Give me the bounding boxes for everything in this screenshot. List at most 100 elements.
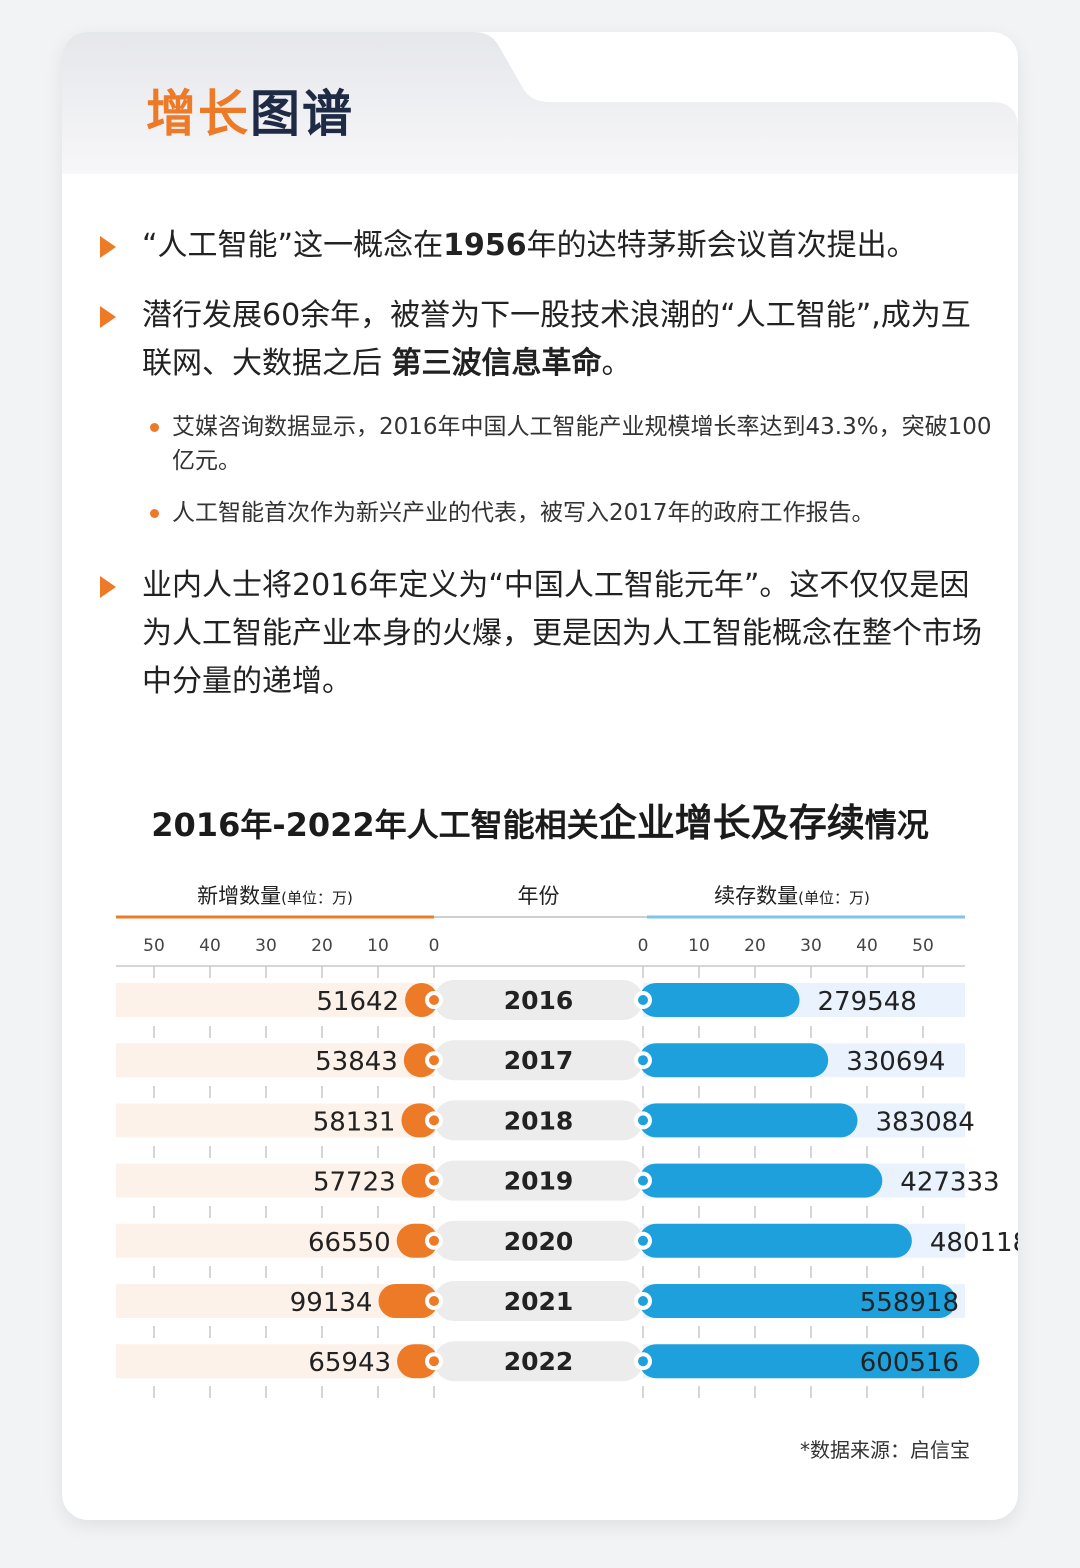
survive-count-label: 480118 <box>930 1228 1018 1258</box>
dot-bullet-icon <box>150 423 159 432</box>
row-band-left <box>116 1103 434 1138</box>
center-header: 年份 <box>518 884 560 908</box>
new-bar-marker-dot <box>429 1055 439 1066</box>
year-label: 2016 <box>504 986 574 1015</box>
bullet-item: 业内人士将2016年定义为“中国人工智能元年”。这不仅仅是因为人工智能产业本身的… <box>98 562 998 706</box>
right-tick-label: 50 <box>912 936 934 956</box>
new-count-label: 58131 <box>313 1107 396 1137</box>
bullet-item: 潜行发展60余年，被誉为下一股技术浪潮的“人工智能”,成为互联网、大数据之后 第… <box>98 292 998 388</box>
right-header: 续存数量(单位：万) <box>714 884 870 908</box>
left-tick-label: 30 <box>255 936 277 956</box>
title-rest: 图谱 <box>250 85 354 143</box>
highlight-text: 1956 <box>441 222 529 270</box>
chart-title: 2016年-2022年人工智能相关企业增长及存续情况 <box>62 792 1018 847</box>
bullet-text: 年的达特茅斯会议首次提出。 <box>526 228 917 263</box>
survive-count-bar <box>639 1043 829 1078</box>
page-title: 增长图谱 <box>146 74 354 146</box>
left-tick-label: 50 <box>143 936 165 956</box>
triangle-bullet-icon <box>100 306 116 328</box>
year-pill <box>434 1281 643 1321</box>
new-count-label: 99134 <box>290 1288 373 1318</box>
survive-count-label: 600516 <box>860 1348 959 1378</box>
new-bar-marker-dot <box>429 1235 439 1246</box>
highlight-text: 第三波信息革命 <box>389 340 604 388</box>
bullet-text: 业内人士将2016年定义为“中国人工智能元年”。这不仅仅是因为人工智能产业本身的… <box>142 568 982 699</box>
left-tick-label: 40 <box>199 936 221 956</box>
survive-count-bar <box>639 1344 980 1379</box>
new-count-bar <box>396 1223 438 1258</box>
right-tick-label: 40 <box>856 936 878 956</box>
new-count-label: 57723 <box>313 1168 396 1198</box>
new-count-label: 51642 <box>316 987 399 1017</box>
sub-bullet: 人工智能首次作为新兴产业的代表，被写入2017年的政府工作报告。 <box>98 496 998 530</box>
year-label: 2019 <box>504 1167 574 1196</box>
new-count-label: 53843 <box>315 1047 398 1077</box>
survive-count-bar <box>639 1163 883 1198</box>
new-bar-marker-dot <box>429 1115 439 1126</box>
bullet-list: “人工智能”这一概念在1956年的达特茅斯会议首次提出。 潜行发展60余年，被誉… <box>98 222 998 728</box>
year-pill <box>434 1160 643 1201</box>
row-band-left <box>116 1043 434 1078</box>
year-label: 2017 <box>504 1046 574 1075</box>
new-count-bar <box>405 983 438 1017</box>
survive-count-label: 383084 <box>876 1107 975 1137</box>
new-count-label: 66550 <box>308 1228 391 1258</box>
new-count-bar <box>378 1284 438 1318</box>
growth-chart: 新增数量(单位：万) 年份 续存数量(单位：万) 50 40 30 20 10 0 0 10 20 30… <box>116 884 1018 1402</box>
year-label: 2020 <box>504 1227 574 1256</box>
row-band-left <box>116 1163 434 1198</box>
row-band-left <box>116 1344 434 1379</box>
data-source: *数据来源：启信宝 <box>800 1438 970 1462</box>
survive-count-bar <box>639 1223 912 1258</box>
year-label: 2021 <box>504 1287 574 1316</box>
new-count-bar <box>403 1043 438 1078</box>
sub-bullet-text: 艾媒咨询数据显示，2016年中国人工智能产业规模增长率达到43.3%，突破100… <box>172 414 992 474</box>
survive-count-label: 330694 <box>846 1047 945 1077</box>
content-card: 增长图谱 “人工智能”这一概念在1956年的达特茅斯会议首次提出。 潜行发展60… <box>62 32 1018 1520</box>
row-band-left <box>116 1223 434 1258</box>
row-band-left <box>116 983 434 1017</box>
year-pill <box>434 1220 643 1261</box>
survive-count-label: 279548 <box>818 987 917 1017</box>
survive-bar-marker-dot <box>638 1235 648 1246</box>
new-bar-marker-dot <box>429 1175 439 1186</box>
sub-bullet: 艾媒咨询数据显示，2016年中国人工智能产业规模增长率达到43.3%，突破100… <box>98 410 998 478</box>
new-count-bar <box>397 1344 438 1379</box>
title-highlight: 增长 <box>146 85 250 143</box>
survive-bar-marker-dot <box>638 1115 648 1126</box>
survive-count-bar <box>639 1103 858 1138</box>
new-bar-marker-dot <box>429 1356 439 1367</box>
new-count-label: 65943 <box>308 1348 391 1378</box>
year-pill <box>434 1040 643 1081</box>
survive-count-label: 558918 <box>860 1288 959 1318</box>
right-tick-label: 10 <box>688 936 710 956</box>
survive-bar-marker-dot <box>638 1296 648 1306</box>
bullet-text: 潜行发展60余年，被誉为下一股技术浪潮的“人工智能”,成为互联网、大数据之后 <box>142 298 971 381</box>
right-tick-label: 0 <box>638 936 649 956</box>
new-count-bar <box>401 1103 438 1138</box>
survive-bar-marker-dot <box>638 1175 648 1186</box>
right-tick-label: 20 <box>744 936 766 956</box>
year-pill <box>434 1100 643 1141</box>
right-tick-label: 30 <box>800 936 822 956</box>
bullet-text: “人工智能”这一概念在 <box>142 228 444 263</box>
survive-bar-marker-dot <box>638 1356 648 1367</box>
bullet-item: “人工智能”这一概念在1956年的达特茅斯会议首次提出。 <box>98 222 998 270</box>
new-bar-marker-dot <box>429 1296 439 1306</box>
survive-count-bar <box>639 983 800 1017</box>
survive-bar-marker-dot <box>638 995 648 1005</box>
year-pill <box>434 1341 643 1382</box>
year-label: 2018 <box>504 1106 574 1135</box>
new-count-bar <box>401 1163 438 1198</box>
dot-bullet-icon <box>150 509 159 518</box>
year-pill <box>434 980 643 1020</box>
sub-bullet-text: 人工智能首次作为新兴产业的代表，被写入2017年的政府工作报告。 <box>172 500 875 526</box>
left-tick-label: 20 <box>311 936 333 956</box>
triangle-bullet-icon <box>100 236 116 258</box>
survive-count-bar <box>639 1284 956 1318</box>
year-label: 2022 <box>504 1347 574 1376</box>
left-header: 新增数量(单位：万) <box>197 884 353 908</box>
survive-bar-marker-dot <box>638 1055 648 1066</box>
bullet-text: 。 <box>601 346 632 381</box>
new-bar-marker-dot <box>429 995 439 1005</box>
